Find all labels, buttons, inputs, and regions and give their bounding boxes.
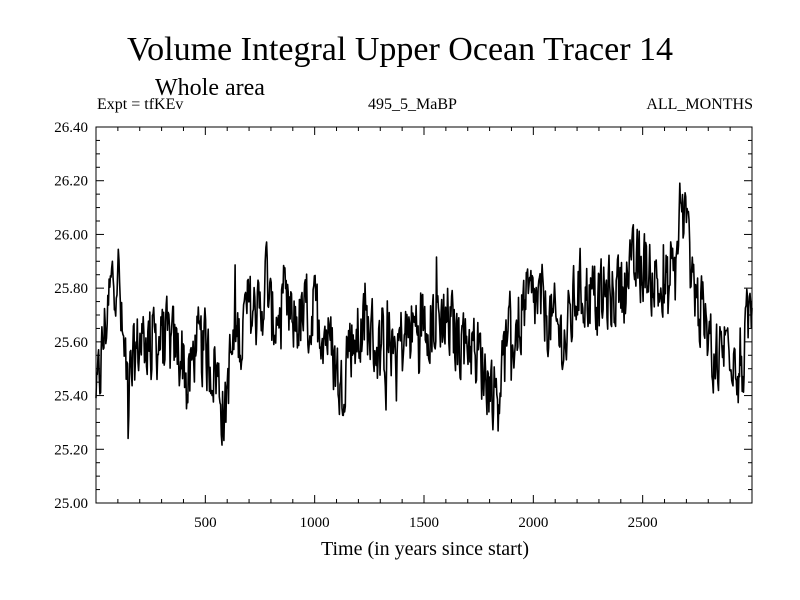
period-label: ALL_MONTHS bbox=[646, 96, 753, 113]
series-layer bbox=[95, 182, 753, 446]
x-tick-label: 500 bbox=[194, 515, 217, 531]
chart-title: Volume Integral Upper Ocean Tracer 14 bbox=[126, 31, 674, 68]
x-tick-label: 2000 bbox=[518, 515, 548, 531]
y-tick-label: 26.40 bbox=[54, 120, 88, 136]
y-tick-label: 26.00 bbox=[54, 227, 88, 243]
y-tick-label: 25.40 bbox=[54, 389, 88, 405]
x-tick-label: 1500 bbox=[409, 515, 439, 531]
x-tick-label: 2500 bbox=[628, 515, 658, 531]
axis-ticks: 500 1000 1500 2000 2500 25.00 25.20 25.40 25.60 2… bbox=[54, 120, 752, 531]
y-tick-label: 25.60 bbox=[54, 335, 88, 351]
y-tick-label: 26.20 bbox=[54, 174, 88, 190]
chart-subtitle: Whole area bbox=[155, 75, 265, 101]
run-label: 495_5_MaBP bbox=[368, 96, 457, 113]
y-tick-label: 25.00 bbox=[54, 496, 88, 512]
experiment-label: Expt = tfKEv bbox=[97, 96, 184, 113]
series-line bbox=[95, 182, 753, 446]
x-axis-label: Time (in years since start) bbox=[320, 538, 530, 560]
x-tick-label: 1000 bbox=[300, 515, 330, 531]
y-tick-label: 25.80 bbox=[54, 281, 88, 297]
y-tick-label: 25.20 bbox=[54, 442, 88, 458]
